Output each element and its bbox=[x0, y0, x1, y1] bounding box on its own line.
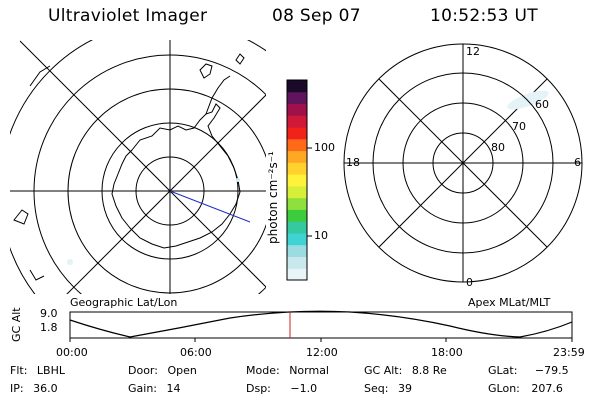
info-label: Gain: bbox=[128, 382, 157, 395]
info-value: 36.0 bbox=[33, 382, 58, 395]
colorbar-unit-label: photon cm⁻²s⁻¹ bbox=[266, 151, 280, 244]
info-filter: Flt: LBHL bbox=[10, 364, 65, 377]
info-mode: Mode: Normal bbox=[246, 364, 329, 377]
geographic-map bbox=[10, 40, 266, 294]
magnetic-map bbox=[343, 43, 583, 283]
info-sequence: Seq: 39 bbox=[364, 382, 412, 395]
colorbar-tick-100: 100 bbox=[314, 141, 335, 154]
coast-fragment bbox=[29, 65, 51, 87]
colorbar-segment bbox=[287, 209, 307, 222]
altitude-xtick: 12:00 bbox=[306, 346, 338, 359]
colorbar-segment bbox=[287, 150, 307, 163]
colorbar-segment bbox=[287, 162, 307, 175]
mlat-label-80: 80 bbox=[491, 141, 505, 154]
sun-direction-line bbox=[169, 190, 251, 223]
altitude-xtick: 06:00 bbox=[180, 346, 212, 359]
info-value: 14 bbox=[166, 382, 181, 395]
info-value: 8.8 Re bbox=[411, 364, 447, 377]
colorbar-segment bbox=[287, 221, 307, 234]
aurora-speckle bbox=[67, 259, 73, 265]
date-label: 08 Sep 07 bbox=[272, 6, 361, 26]
info-value: LBHL bbox=[36, 364, 65, 377]
info-geo-longitude: GLon: 207.6 bbox=[488, 382, 563, 395]
colorbar-segment bbox=[287, 268, 307, 281]
colorbar-segment bbox=[287, 256, 307, 269]
geographic-map-caption: Geographic Lat/Lon bbox=[70, 296, 178, 309]
info-label: GLat: bbox=[488, 364, 518, 377]
altitude-xtick: 23:59 bbox=[553, 346, 585, 359]
altitude-plot bbox=[69, 310, 573, 342]
altitude-ylabel: GC Alt bbox=[10, 307, 23, 342]
info-door: Door: Open bbox=[128, 364, 197, 377]
colorbar-segment bbox=[287, 115, 307, 128]
info-label: GLon: bbox=[488, 382, 520, 395]
info-gc-altitude: GC Alt: 8.8 Re bbox=[364, 364, 447, 377]
altitude-xtick: 18:00 bbox=[431, 346, 463, 359]
info-dsp: Dsp: −1.0 bbox=[246, 382, 317, 395]
mlt-label-18: 18 bbox=[346, 156, 360, 169]
mlat-circle-60 bbox=[372, 72, 554, 254]
colorbar-tick-10: 10 bbox=[314, 229, 328, 242]
info-value: 207.6 bbox=[531, 382, 563, 395]
colorbar bbox=[287, 80, 307, 281]
colorbar-segment bbox=[287, 91, 307, 105]
info-label: GC Alt: bbox=[364, 364, 403, 377]
meridian-line bbox=[66, 94, 266, 294]
colorbar-segment bbox=[287, 244, 307, 257]
coast-fragment bbox=[13, 209, 29, 225]
altitude-ytick: 1.8 bbox=[40, 321, 58, 334]
info-label: Flt: bbox=[10, 364, 28, 377]
info-value: Open bbox=[167, 364, 197, 377]
mlt-label-0: 0 bbox=[466, 276, 473, 289]
aurora-patch bbox=[507, 90, 549, 110]
colorbar-segment bbox=[287, 197, 307, 210]
info-ip: IP: 36.0 bbox=[10, 382, 58, 395]
magnetic-map-caption: Apex MLat/MLT bbox=[468, 296, 551, 309]
colorbar-segment bbox=[287, 174, 307, 187]
aurora-speckle bbox=[236, 178, 240, 182]
meridian-line bbox=[19, 40, 266, 288]
info-label: Dsp: bbox=[246, 382, 271, 395]
colorbar-segment bbox=[287, 103, 307, 116]
info-value: Normal bbox=[289, 364, 329, 377]
altitude-xtick: 00:00 bbox=[56, 346, 88, 359]
info-geo-latitude: GLat: −79.5 bbox=[488, 364, 569, 377]
mlt-label-12: 12 bbox=[466, 45, 480, 58]
info-label: Seq: bbox=[364, 382, 389, 395]
info-label: Mode: bbox=[246, 364, 280, 377]
info-value: −79.5 bbox=[534, 364, 569, 377]
instrument-title: Ultraviolet Imager bbox=[48, 6, 208, 26]
mlt-label-6: 6 bbox=[574, 156, 581, 169]
mlat-circle-50 bbox=[343, 43, 583, 283]
mlat-circle-70 bbox=[402, 102, 524, 224]
island-outline bbox=[199, 63, 213, 79]
altitude-ytick: 9.0 bbox=[40, 307, 58, 320]
info-value: −1.0 bbox=[290, 382, 318, 395]
time-label: 10:52:53 UT bbox=[430, 6, 538, 26]
colorbar-segment bbox=[287, 185, 307, 199]
mlat-label-70: 70 bbox=[512, 120, 526, 133]
colorbar-segment bbox=[287, 127, 307, 140]
antarctica-coastline bbox=[111, 103, 241, 249]
mlat-circle-80 bbox=[432, 132, 494, 194]
info-value: 39 bbox=[397, 382, 412, 395]
mlat-label-60: 60 bbox=[535, 98, 549, 111]
colorbar-frame bbox=[286, 79, 308, 281]
info-label: Door: bbox=[128, 364, 158, 377]
altitude-curve bbox=[69, 310, 573, 338]
island-outline bbox=[235, 53, 245, 65]
colorbar-segment bbox=[287, 80, 307, 93]
peninsula-coastline bbox=[205, 75, 231, 115]
coast-fragment bbox=[29, 269, 45, 281]
colorbar-segment bbox=[287, 232, 307, 246]
info-label: IP: bbox=[10, 382, 24, 395]
info-gain: Gain: 14 bbox=[128, 382, 181, 395]
colorbar-segment bbox=[287, 138, 307, 152]
